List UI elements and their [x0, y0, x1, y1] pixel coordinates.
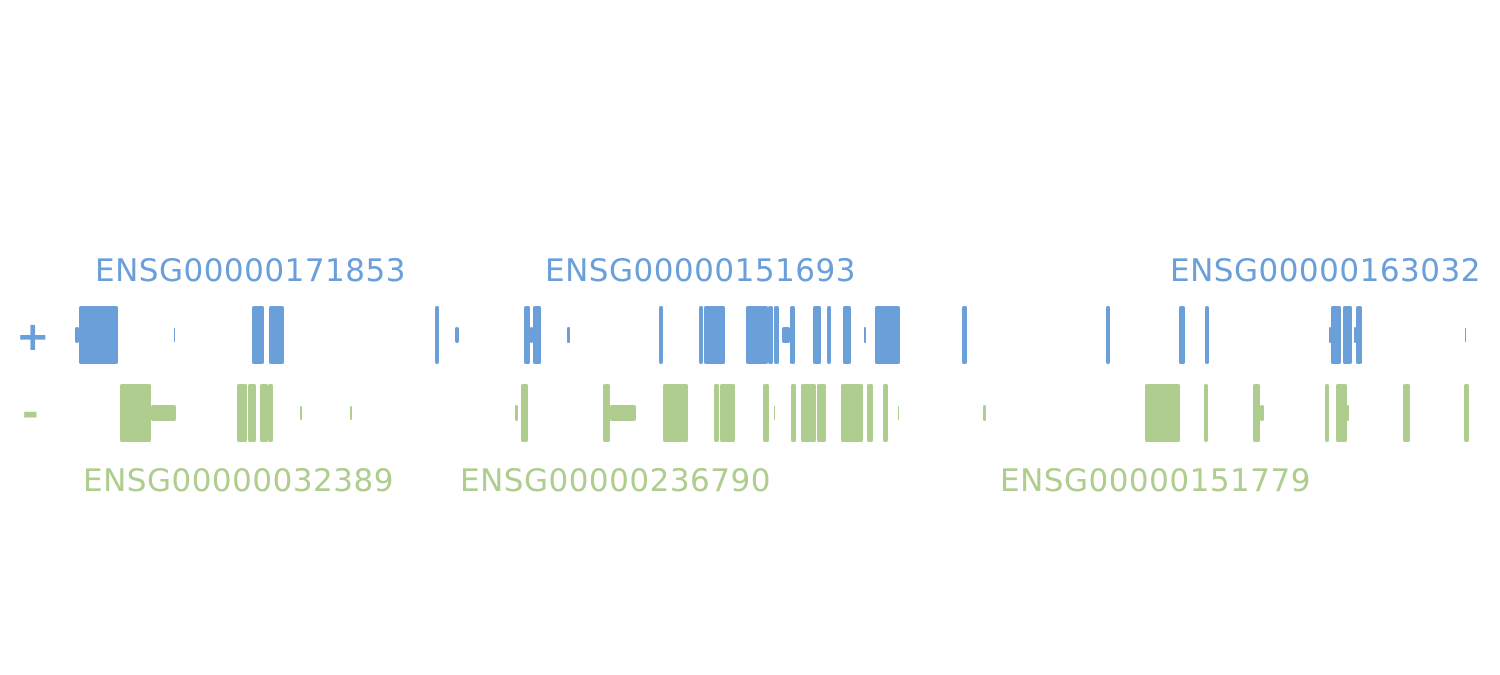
minus-exon-29: [1260, 405, 1264, 421]
plus-strand-label: +: [16, 314, 50, 360]
minus-exon-24: [898, 406, 899, 420]
gene-label-plus-2: ENSG00000151693: [545, 253, 856, 289]
plus-exon-26: [962, 306, 967, 364]
minus-exon-4: [248, 384, 256, 442]
plus-exon-2: [79, 306, 118, 364]
plus-strand-exons: [75, 306, 1466, 364]
minus-strand-exons: [120, 384, 1469, 442]
plus-exon-28: [1179, 306, 1185, 364]
plus-exon-25: [875, 306, 900, 364]
gene-label-plus-1: ENSG00000171853: [95, 253, 406, 289]
minus-exon-2: [151, 405, 176, 421]
minus-exon-32: [1347, 405, 1349, 421]
minus-exon-10: [521, 384, 528, 442]
minus-exon-7: [300, 406, 302, 420]
plus-exon-17: [768, 306, 773, 364]
minus-exon-17: [774, 406, 775, 420]
minus-exon-31: [1336, 384, 1347, 442]
gene-label-plus-3: ENSG00000163032: [1170, 253, 1481, 289]
plus-exon-29: [1205, 306, 1209, 364]
plus-exon-15: [704, 306, 725, 364]
minus-exon-34: [1464, 384, 1469, 442]
plus-exon-34: [1356, 306, 1362, 364]
plus-exon-33: [1354, 327, 1356, 343]
plus-exon-20: [790, 306, 795, 364]
gene-label-minus-3: ENSG00000151779: [1000, 463, 1311, 499]
minus-exon-19: [801, 384, 816, 442]
plus-exon-23: [843, 306, 851, 364]
plus-exon-19: [782, 327, 790, 343]
minus-exon-6: [268, 384, 273, 442]
plus-exon-32: [1343, 306, 1352, 364]
minus-exon-13: [663, 384, 688, 442]
minus-exon-22: [867, 384, 873, 442]
plus-exon-27: [1106, 306, 1110, 364]
plus-exon-24: [864, 327, 866, 343]
plus-exon-10: [533, 306, 541, 364]
minus-exon-20: [817, 384, 826, 442]
minus-exon-25: [983, 405, 986, 421]
minus-exon-3: [237, 384, 247, 442]
minus-exon-15: [720, 384, 735, 442]
minus-exon-21: [841, 384, 863, 442]
plus-exon-8: [458, 328, 459, 342]
minus-exon-12: [610, 405, 636, 421]
minus-exon-30: [1325, 384, 1329, 442]
plus-exon-22: [827, 306, 831, 364]
plus-exon-12: [567, 327, 570, 343]
plus-exon-3: [174, 328, 175, 342]
minus-exon-23: [883, 384, 888, 442]
minus-exon-16: [763, 384, 769, 442]
plus-exon-4: [252, 306, 264, 364]
plus-exon-9: [524, 306, 530, 364]
minus-exon-1: [120, 384, 151, 442]
minus-strand-label: -: [22, 390, 39, 436]
plus-exon-6: [435, 306, 439, 364]
plus-exon-18: [774, 306, 779, 364]
minus-exon-8: [350, 406, 352, 420]
minus-exon-26: [1145, 384, 1180, 442]
gene-label-minus-1: ENSG00000032389: [83, 463, 394, 499]
minus-exon-33: [1403, 384, 1410, 442]
plus-exon-14: [699, 306, 703, 364]
plus-exon-35: [1465, 328, 1466, 342]
minus-exon-27: [1204, 384, 1208, 442]
plus-exon-31: [1331, 306, 1341, 364]
plus-exon-13: [659, 306, 663, 364]
gene-label-minus-2: ENSG00000236790: [460, 463, 771, 499]
minus-exon-14: [714, 384, 719, 442]
minus-exon-28: [1253, 384, 1260, 442]
plus-exon-16: [746, 306, 768, 364]
minus-exon-5: [260, 384, 268, 442]
minus-exon-9: [515, 405, 518, 421]
plus-exon-1: [75, 327, 79, 343]
plus-exon-30: [1329, 327, 1331, 343]
plus-exon-21: [813, 306, 821, 364]
plus-exon-5: [269, 306, 284, 364]
minus-exon-18: [791, 384, 796, 442]
minus-exon-11: [603, 384, 610, 442]
plus-exon-11: [530, 327, 533, 343]
